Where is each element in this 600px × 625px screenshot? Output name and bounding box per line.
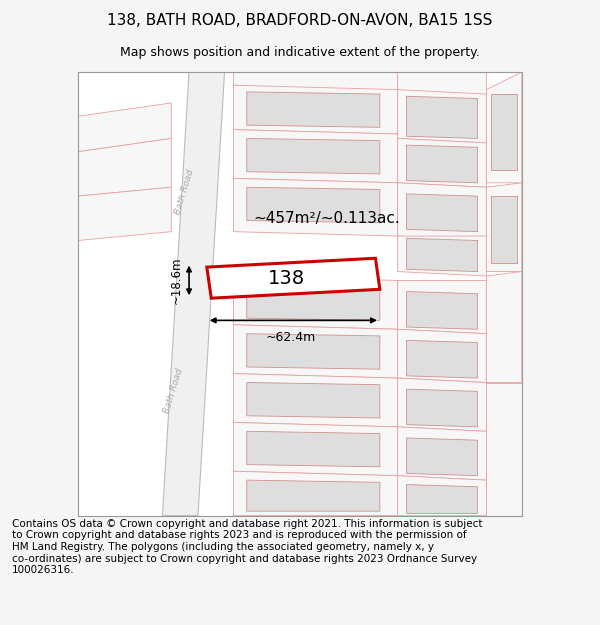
Text: Bath Road: Bath Road xyxy=(173,168,196,216)
Polygon shape xyxy=(233,129,398,182)
Polygon shape xyxy=(398,427,487,480)
Polygon shape xyxy=(487,271,522,382)
Text: 138, BATH ROAD, BRADFORD-ON-AVON, BA15 1SS: 138, BATH ROAD, BRADFORD-ON-AVON, BA15 1… xyxy=(107,13,493,28)
Polygon shape xyxy=(247,334,380,369)
Polygon shape xyxy=(233,325,398,378)
Polygon shape xyxy=(163,72,224,516)
Polygon shape xyxy=(247,92,380,128)
Polygon shape xyxy=(233,72,398,89)
Polygon shape xyxy=(78,103,172,152)
Polygon shape xyxy=(398,72,487,94)
Polygon shape xyxy=(398,182,487,241)
Polygon shape xyxy=(407,341,478,378)
Polygon shape xyxy=(407,238,478,271)
Polygon shape xyxy=(247,431,380,467)
Polygon shape xyxy=(247,382,380,418)
Polygon shape xyxy=(487,72,522,182)
Polygon shape xyxy=(398,281,487,334)
Polygon shape xyxy=(398,236,487,276)
Polygon shape xyxy=(247,480,380,511)
Polygon shape xyxy=(487,182,522,271)
Polygon shape xyxy=(398,476,487,516)
Text: 138: 138 xyxy=(268,269,305,288)
Text: ~457m²/~0.113ac.: ~457m²/~0.113ac. xyxy=(253,211,400,226)
Text: ~62.4m: ~62.4m xyxy=(266,331,316,344)
Polygon shape xyxy=(233,374,398,427)
Polygon shape xyxy=(247,285,380,321)
Polygon shape xyxy=(398,138,487,188)
Text: Bath Road: Bath Road xyxy=(163,368,185,415)
Polygon shape xyxy=(398,89,487,143)
Polygon shape xyxy=(407,194,478,232)
Polygon shape xyxy=(407,291,478,329)
Polygon shape xyxy=(233,276,398,329)
Text: ~18.6m: ~18.6m xyxy=(169,257,182,304)
Polygon shape xyxy=(78,188,172,241)
Polygon shape xyxy=(398,378,487,431)
Polygon shape xyxy=(233,85,398,134)
Polygon shape xyxy=(487,382,522,516)
Polygon shape xyxy=(78,138,172,196)
Polygon shape xyxy=(407,145,478,182)
Polygon shape xyxy=(398,329,487,382)
Polygon shape xyxy=(407,389,478,427)
Polygon shape xyxy=(407,438,478,476)
Text: Contains OS data © Crown copyright and database right 2021. This information is : Contains OS data © Crown copyright and d… xyxy=(12,519,482,575)
Polygon shape xyxy=(207,258,380,298)
Polygon shape xyxy=(491,196,517,262)
Polygon shape xyxy=(233,422,398,476)
Polygon shape xyxy=(491,94,517,169)
Polygon shape xyxy=(247,188,380,222)
Polygon shape xyxy=(233,471,398,516)
Polygon shape xyxy=(233,178,398,236)
Polygon shape xyxy=(247,138,380,174)
Text: Map shows position and indicative extent of the property.: Map shows position and indicative extent… xyxy=(120,46,480,59)
Polygon shape xyxy=(407,484,478,513)
Polygon shape xyxy=(407,96,478,138)
